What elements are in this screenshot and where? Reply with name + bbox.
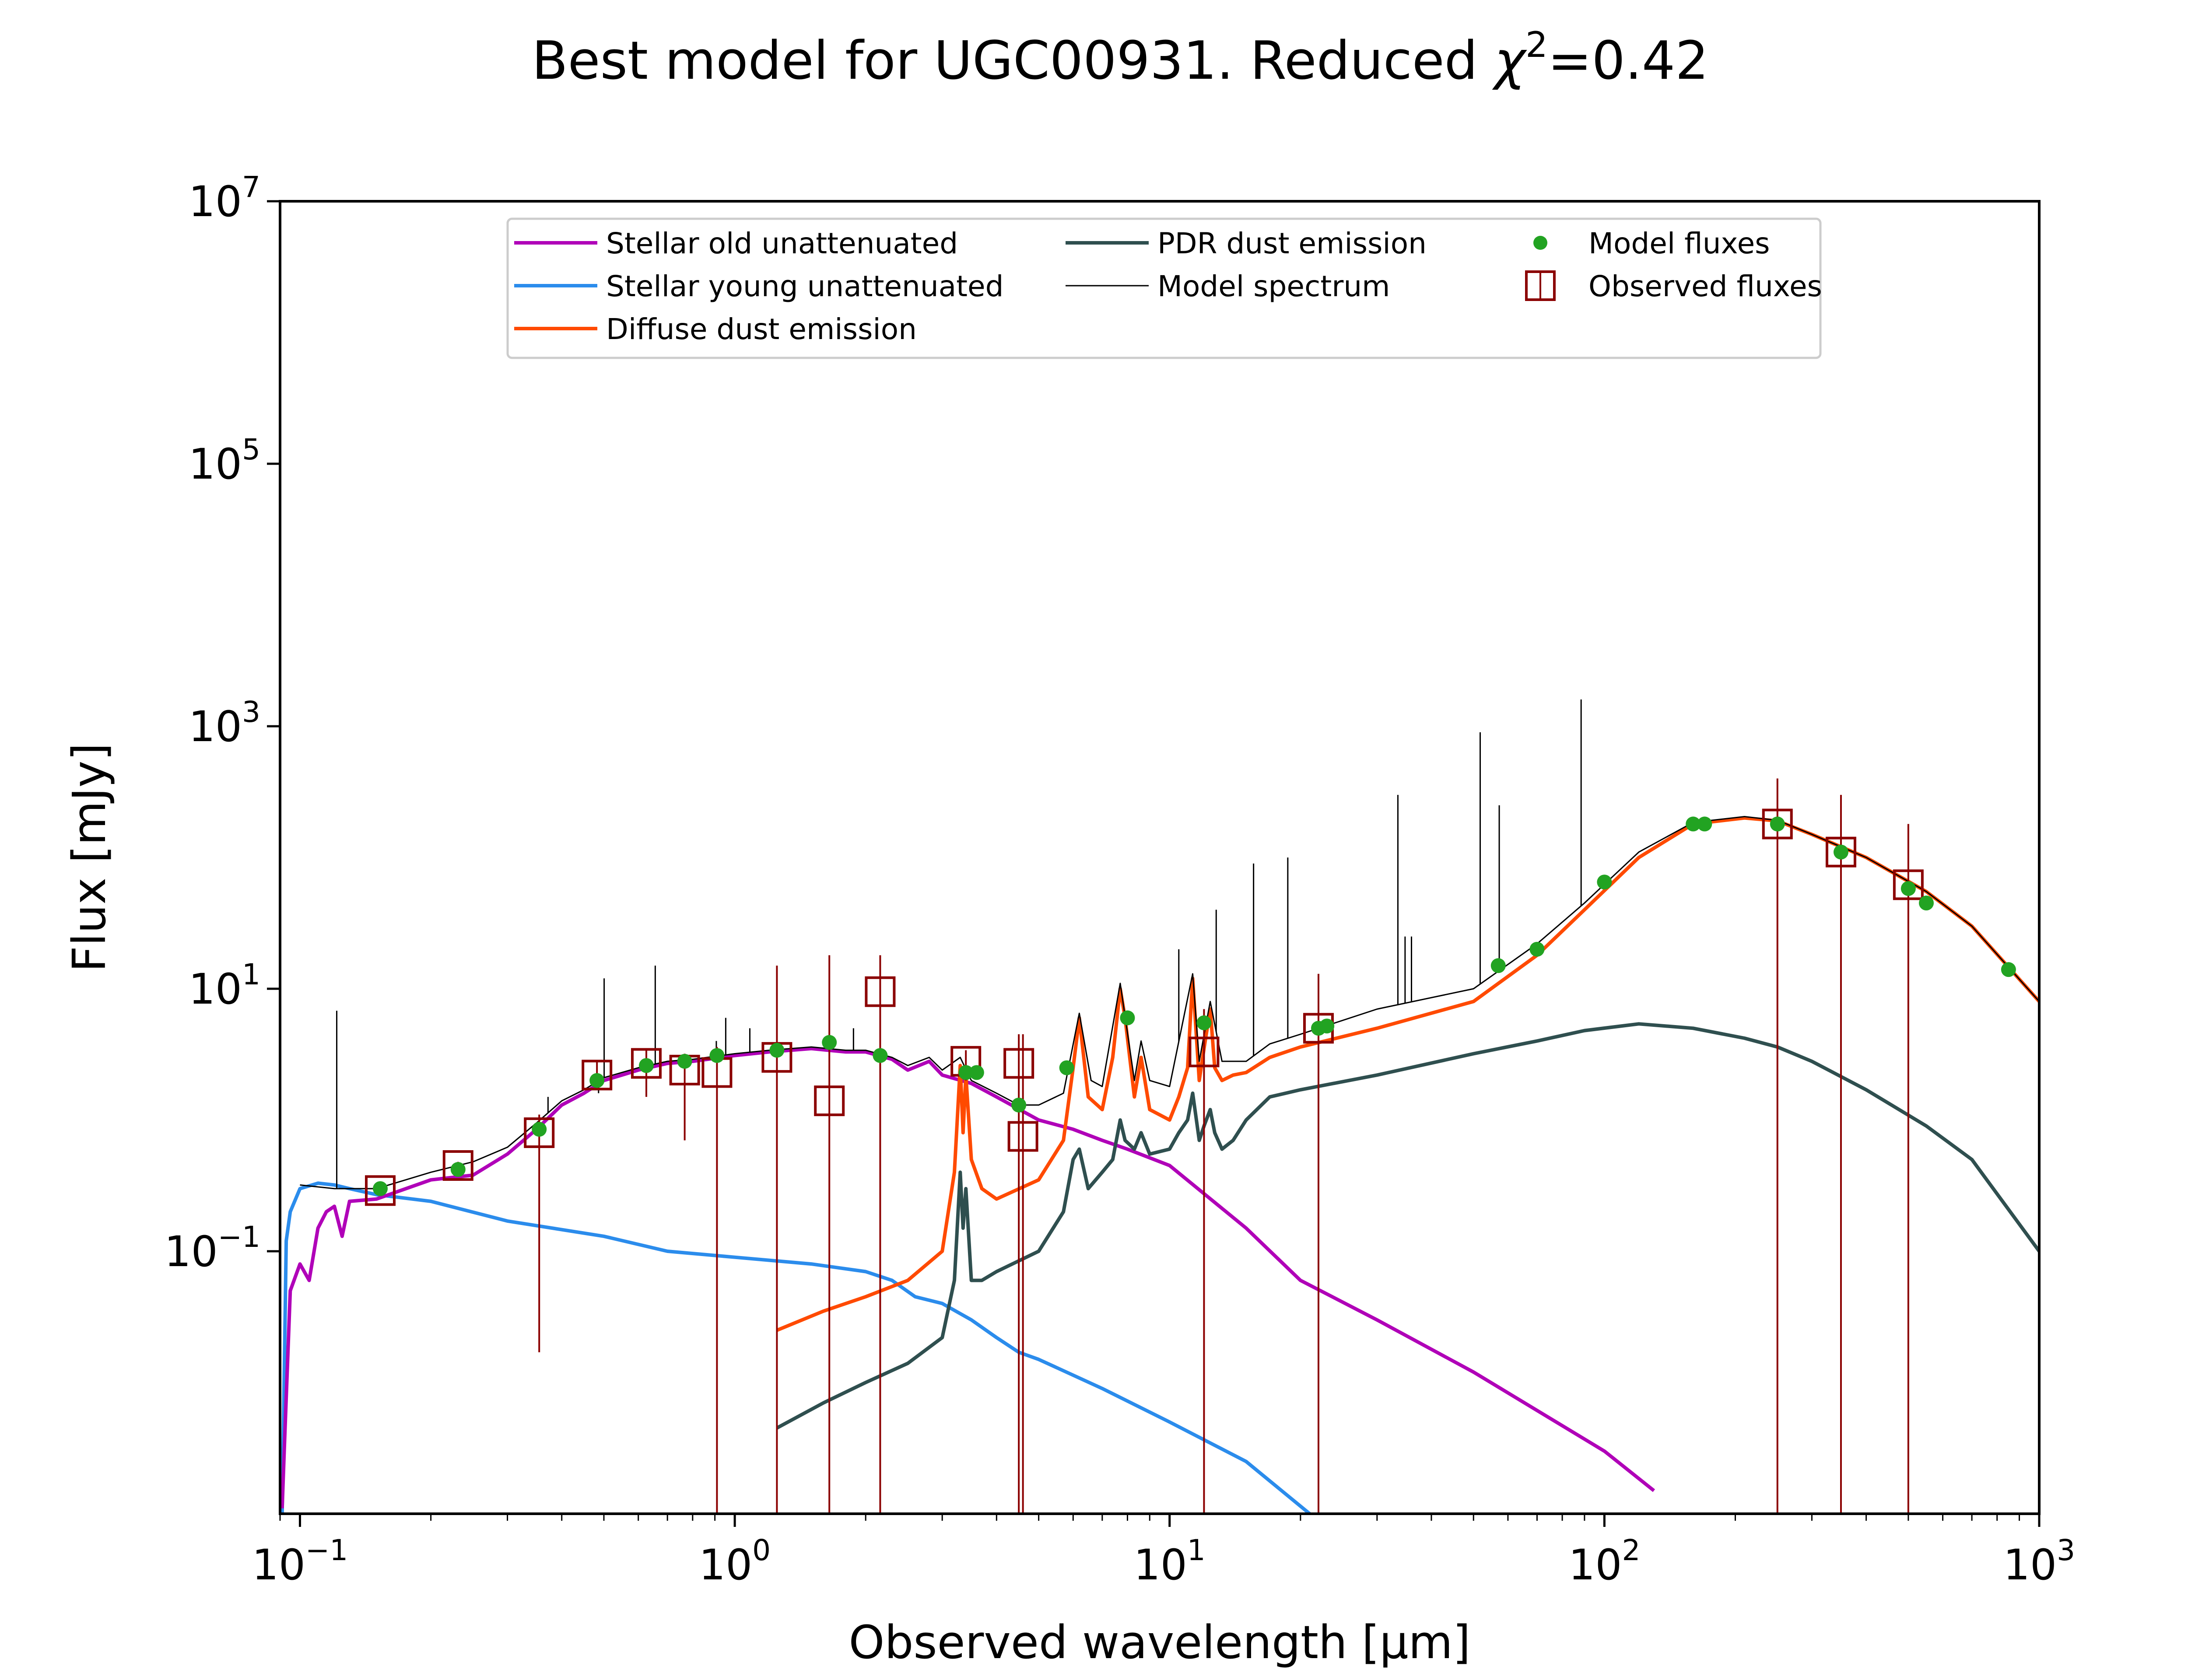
model-flux-point [769,1043,785,1058]
tick-label: 10−1 [252,1533,348,1589]
model-flux-point [1697,816,1712,832]
legend-label: Stellar old unattenuated [606,227,958,260]
tick-label: 103 [189,695,260,751]
tick-label: 10−1 [165,1220,260,1276]
legend-entry-pdr-dust: PDR dust emission [1066,227,1427,260]
model-flux-point [638,1058,654,1073]
legend-entry-model-fluxes: Model fluxes [1533,227,1770,260]
observed-flux-point [631,1048,662,1079]
legend-label: Model spectrum [1157,270,1390,303]
model-flux-point [1686,816,1701,832]
model-flux-point [969,1065,984,1080]
axis-ticks: 10−1 100 101 102 103 10−1 101 103 105 107 [165,170,2076,1589]
legend-label: Stellar young unattenuated [606,270,1004,303]
legend: Stellar old unattenuated Stellar young un… [506,217,1822,359]
series-diffuse-dust [776,816,2039,1332]
observed-flux-point [365,1175,396,1206]
observed-flux-point [1762,808,1793,840]
plot-frame [279,200,2041,1515]
model-flux-point [1919,896,1934,911]
legend-marker [1533,236,1547,250]
tick-label: 102 [1568,1533,1640,1589]
legend-entry-observed-fluxes: Observed fluxes [1525,270,1822,303]
model-flux-point [1770,816,1785,832]
model-flux-point [589,1073,605,1088]
observed-flux-point [1003,1048,1034,1079]
legend-label: Diffuse dust emission [606,312,917,346]
tick-label: 105 [189,433,260,489]
legend-label: PDR dust emission [1157,227,1427,260]
y-axis-label: Flux [mJy] [63,743,116,972]
legend-label: Model fluxes [1588,227,1770,260]
model-flux-point [1319,1018,1335,1034]
tick-label: 101 [189,958,260,1014]
legend-entry-stellar-young: Stellar young unattenuated [514,270,1004,303]
model-flux-point [1597,875,1612,890]
series-stellar-old [280,1046,1655,1508]
model-flux-point [2001,962,2016,977]
model-flux-point [1011,1097,1027,1113]
legend-entry-stellar-old: Stellar old unattenuated [514,227,958,260]
observed-flux-point [582,1060,613,1091]
legend-entry-model-spectrum: Model spectrum [1066,270,1390,303]
series-pdr-dust [776,1022,2039,1430]
observed-flux-point [865,976,896,1007]
model-flux-point [1059,1060,1074,1075]
model-flux-point [1529,942,1545,957]
observed-flux-point [1189,1036,1220,1068]
model-flux-point [958,1065,974,1080]
tick-label: 107 [189,170,260,226]
plot-area [280,699,2039,1514]
chart-title: Best model for UGC00931. Reduced χ2=0.42 [532,24,1708,91]
x-axis-label: Observed wavelength [μm] [849,1616,1471,1669]
model-flux-point [873,1048,888,1063]
model-flux-point [1490,958,1506,973]
observed-flux-point [1007,1121,1038,1152]
observed-flux-point [524,1117,555,1148]
legend-label: Observed fluxes [1588,270,1822,303]
model-flux-point [450,1162,466,1177]
model-flux-point [532,1122,547,1137]
legend-box [506,217,1822,359]
series-model-spectrum [300,816,2039,1190]
model-flux-point [1900,881,1916,896]
tick-label: 103 [2003,1533,2075,1589]
tick-label: 100 [699,1533,771,1589]
model-flux-point [677,1054,692,1069]
series-stellar-young [280,1181,1311,1514]
model-flux-point [1196,1015,1212,1030]
tick-label: 101 [1134,1533,1206,1589]
legend-entry-diffuse-dust: Diffuse dust emission [514,312,917,346]
model-flux-point [709,1048,725,1063]
model-flux-point [822,1035,837,1050]
model-flux-point [1833,844,1848,860]
observed-flux-point [1893,869,1924,900]
observed-flux-point [442,1150,473,1181]
observed-flux-point [814,1085,845,1116]
observed-flux-point [1825,836,1856,868]
model-flux-point [372,1181,388,1196]
model-flux-point [1120,1010,1135,1026]
